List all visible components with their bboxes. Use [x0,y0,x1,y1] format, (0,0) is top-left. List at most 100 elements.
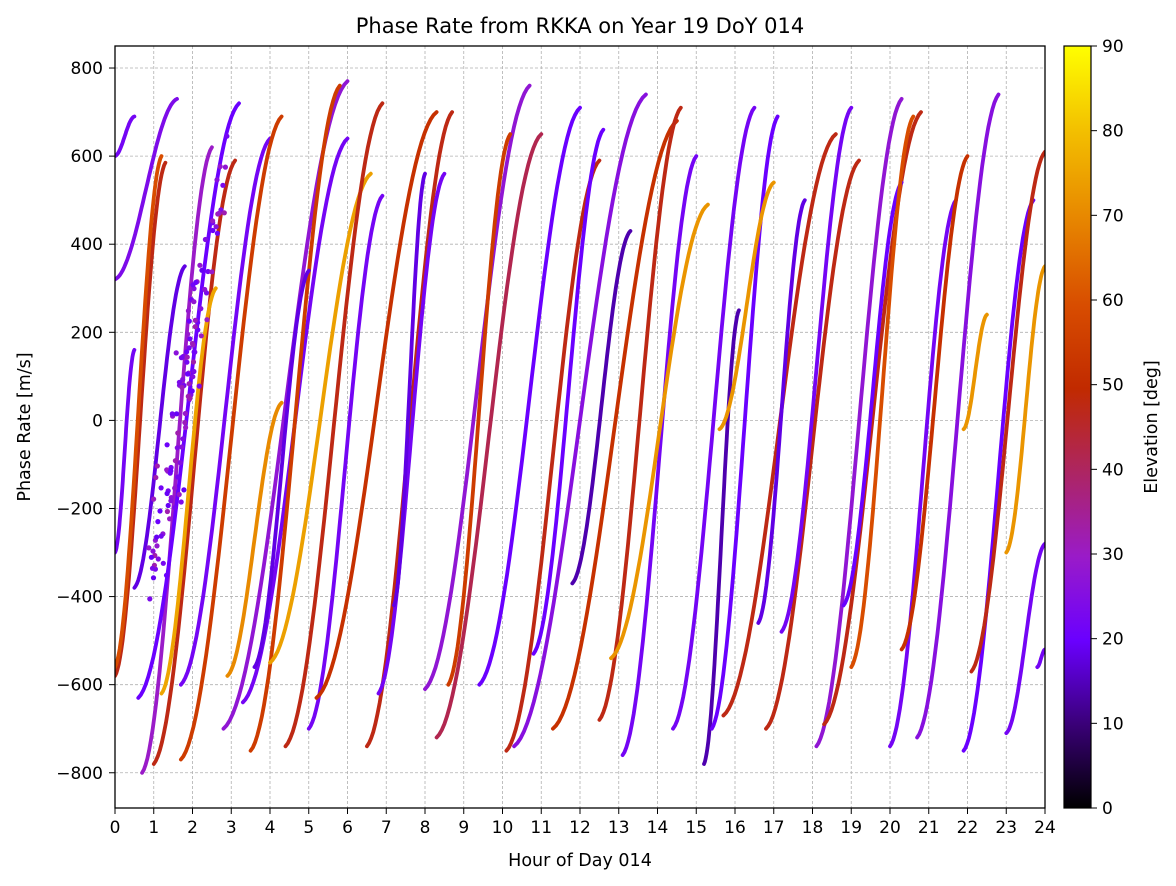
scatter-point [155,556,161,562]
x-tick-label: 23 [995,818,1017,838]
scatter-point [157,508,163,514]
satellite-track [620,154,699,757]
satellite-track [609,202,710,661]
scatter-point [179,384,185,391]
scatter-point [164,442,170,448]
scatter-point [217,163,223,170]
colorbar-tick-label: 60 [1102,291,1124,311]
scatter-point [175,474,181,480]
colorbar-tick-label: 90 [1102,37,1124,57]
scatter-point [185,371,191,377]
scatter-point [214,177,220,183]
y-tick-label: −800 [56,764,103,784]
satellite-track [252,268,311,669]
satellite-track [268,171,373,665]
scatter-point [158,533,164,539]
x-tick-label: 6 [342,818,353,838]
y-tick-label: 400 [71,235,103,255]
scatter-point [191,299,197,305]
satellite-track [822,110,923,727]
scatter-point [164,508,170,515]
satellite-track [961,198,1036,753]
scatter-point [216,210,222,216]
satellite-track [115,114,137,158]
scatter-point [199,267,205,273]
x-tick-label: 24 [1034,818,1056,838]
y-tick-label: −400 [56,588,103,608]
scatter-point [150,548,156,554]
scatter-point [193,279,199,285]
scatter-point [186,381,192,387]
x-axis-label: Hour of Day 014 [508,851,652,871]
x-tick-label: 3 [226,818,237,838]
colorbar-tick-label: 40 [1102,460,1124,480]
scatter-point [190,359,197,365]
scatter-point [181,487,187,493]
scatter-point [172,505,178,511]
x-tick-label: 9 [458,818,469,838]
satellite-track [969,149,1045,674]
data-tracks [115,79,1045,775]
y-axis: 800 600 400 200 0 −200 −400 −600 −800 [56,59,115,784]
satellite-track [477,105,582,687]
scatter-point [180,436,186,442]
scatter-point [175,430,181,436]
y-tick-label: 800 [71,59,103,79]
colorbar-tick-label: 20 [1102,630,1124,650]
y-tick-label: −600 [56,676,103,696]
scatter-point [148,554,154,560]
colorbar-tick-label: 70 [1102,206,1124,226]
colorbar-ticks: 0 10 20 30 40 50 60 70 80 90 [1091,37,1124,819]
scatter-point [224,133,230,139]
x-tick-label: 11 [530,818,552,838]
chart-title: Phase Rate from RKKA on Year 19 DoY 014 [356,14,805,38]
satellite-track [841,180,904,608]
satellite-track [779,105,854,634]
satellite-track [179,114,284,762]
satellite-track [764,158,861,731]
scatter-point [164,490,170,497]
x-tick-label: 0 [110,818,121,838]
y-tick-label: −200 [56,499,103,519]
satellite-track [248,83,342,753]
x-tick-label: 22 [957,818,979,838]
satellite-track [376,171,447,696]
scatter-point [169,411,175,417]
satellite-track [961,312,989,432]
scatter-point [155,519,161,525]
satellite-track [283,101,385,749]
scatter-point [184,349,190,355]
x-tick-label: 10 [492,818,514,838]
satellite-track [888,198,958,749]
scatter-point [191,368,197,375]
scatter-point [147,596,153,602]
scatter-point [185,308,191,314]
scatter-point [221,210,227,216]
y-tick-label: 600 [71,147,103,167]
satellite-track [306,193,385,731]
satellite-track [392,171,427,608]
x-tick-label: 1 [148,818,159,838]
scatter-point [182,410,188,417]
scatter-point [150,575,157,581]
satellite-track [671,105,757,731]
scatter-point [154,534,160,540]
satellite-track [179,136,272,687]
scatter-point [209,269,215,275]
scatter-point [185,331,191,337]
scatter-point [202,286,208,293]
scatter-point [192,324,198,330]
colorbar-tick-label: 10 [1102,714,1124,734]
satellite-track [915,92,1001,740]
satellite-track [512,92,648,749]
scatter-point [205,268,211,275]
satellite-track [531,127,606,656]
scatter-point [192,317,198,323]
x-tick-label: 21 [918,818,940,838]
scatter-point [176,491,182,498]
scatter-point [197,262,203,268]
satellite-track [709,114,780,731]
scatter-point [158,485,164,491]
satellite-track [225,400,284,678]
